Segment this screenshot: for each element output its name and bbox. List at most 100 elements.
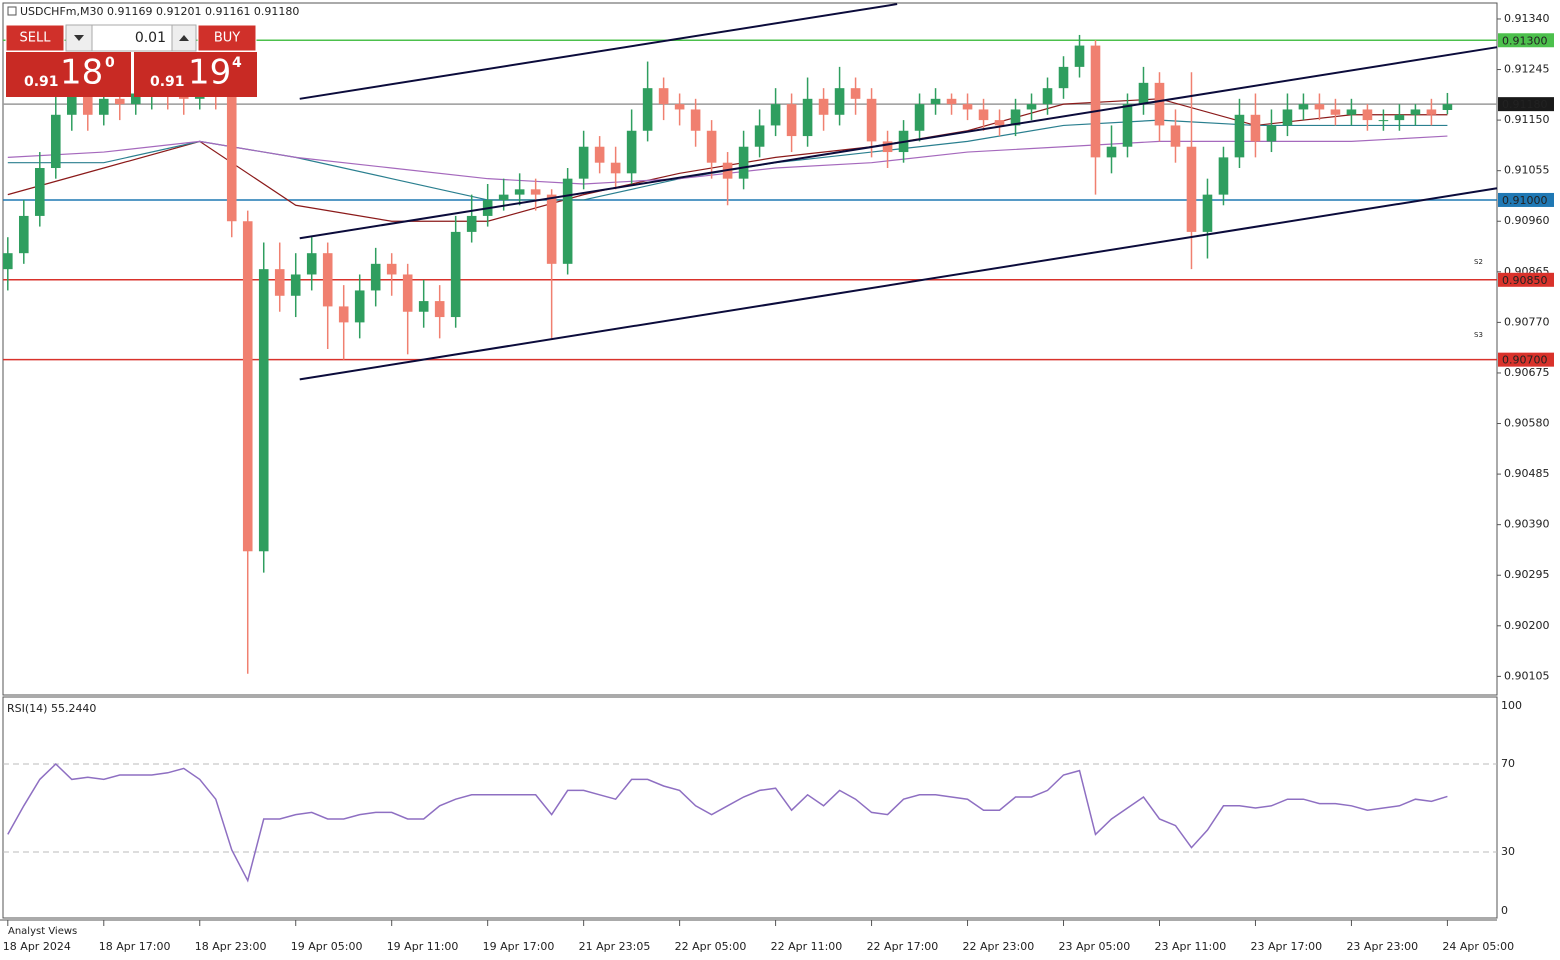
- candle-body: [1218, 157, 1229, 195]
- y-tick-label: 0.91245: [1504, 63, 1550, 76]
- arrow-down: [74, 35, 84, 41]
- y-tick-label: 0.90295: [1504, 568, 1550, 581]
- volume-value[interactable]: 0.01: [135, 30, 166, 46]
- candle-body: [1266, 125, 1277, 142]
- candle-body: [1202, 194, 1213, 232]
- rsi-tick-label: 30: [1501, 845, 1515, 858]
- candle-body: [594, 146, 605, 163]
- x-tick-label: 23 Apr 05:00: [1059, 940, 1131, 953]
- buy-label[interactable]: BUY: [214, 31, 240, 46]
- y-tick-label: 0.90675: [1504, 366, 1550, 379]
- x-tick-label: 19 Apr 17:00: [483, 940, 555, 953]
- main-frame: [2, 2, 1498, 696]
- candle-body: [978, 109, 989, 121]
- level-label: 0.90700: [1502, 354, 1548, 367]
- candle-body: [1346, 109, 1357, 115]
- ask-small[interactable]: 4: [232, 55, 242, 71]
- x-tick-label: 24 Apr 05:00: [1442, 940, 1514, 953]
- candle-body: [3, 253, 13, 270]
- candle-body: [1330, 109, 1341, 115]
- candle-body: [802, 98, 813, 137]
- candle-body: [1394, 114, 1405, 121]
- candle-body: [130, 93, 141, 105]
- candle-body: [1362, 109, 1373, 121]
- bid-big[interactable]: 18: [60, 53, 103, 93]
- candle-body: [322, 253, 333, 307]
- candle-body: [530, 189, 541, 195]
- candle-body: [930, 98, 941, 105]
- candle-body: [386, 263, 397, 275]
- candle-body: [578, 146, 589, 179]
- candle-body: [242, 221, 253, 552]
- y-tick-label: 0.90580: [1504, 417, 1550, 430]
- arrow-up: [179, 35, 189, 41]
- buy-button[interactable]: [197, 24, 257, 52]
- ask-prefix[interactable]: 0.91: [150, 74, 185, 90]
- volume-input[interactable]: [91, 24, 173, 52]
- trendline: [299, 3, 898, 100]
- candle-body: [962, 104, 973, 110]
- candle-body: [658, 88, 669, 105]
- candle-body: [690, 109, 701, 131]
- rsi-title: RSI(14) 55.2440: [7, 702, 96, 715]
- ask-box[interactable]: [134, 52, 257, 97]
- x-tick-label: 23 Apr 23:00: [1346, 940, 1418, 953]
- candle-body: [1154, 82, 1165, 126]
- candle-body: [882, 141, 893, 153]
- candle-body: [770, 104, 781, 126]
- candle-body: [1298, 104, 1309, 110]
- x-tick-label: 18 Apr 23:00: [195, 940, 267, 953]
- bid-box[interactable]: [6, 52, 131, 97]
- level-label-bg: [1498, 97, 1554, 112]
- candle-body: [946, 98, 957, 105]
- x-tick-label: 19 Apr 11:00: [387, 940, 459, 953]
- candle-body: [850, 88, 861, 99]
- level-label-bg: [1498, 272, 1554, 287]
- y-tick-label: 0.90105: [1504, 669, 1550, 682]
- candle-body: [786, 104, 797, 137]
- candle-body: [546, 194, 557, 264]
- candle-body: [706, 130, 717, 163]
- candle-body: [338, 306, 349, 323]
- candle-body: [818, 98, 829, 115]
- rsi-tick-label: 0: [1501, 904, 1508, 917]
- sell-button[interactable]: [5, 24, 65, 52]
- y-tick-label: 0.91340: [1504, 12, 1550, 25]
- candle-body: [18, 215, 29, 254]
- candle-body: [290, 274, 301, 296]
- candle-body: [1282, 109, 1293, 126]
- bid-prefix[interactable]: 0.91: [24, 74, 59, 90]
- candle-body: [514, 189, 525, 195]
- candle-body: [1234, 114, 1245, 158]
- candle-body: [402, 274, 413, 312]
- candle-body: [226, 93, 237, 222]
- level-label: 0.91180: [1502, 98, 1548, 111]
- candle-body: [1250, 114, 1261, 142]
- candle-body: [50, 114, 61, 169]
- ask-big[interactable]: 19: [188, 53, 231, 93]
- plot: 0.91340 0.91245 0.91150 0.91055 0.90960 0.908…: [3, 3, 1554, 953]
- x-tick-label: 22 Apr 17:00: [867, 940, 939, 953]
- candle-body: [626, 130, 637, 174]
- candle-body: [914, 104, 925, 131]
- candle-body: [1378, 120, 1389, 122]
- candle-body: [114, 98, 125, 105]
- rsi-tick-label: 70: [1501, 757, 1515, 770]
- trade-panel: SELL 0.01 BUY 0.91 18 0 0.91 19 4: [5, 24, 257, 97]
- y-tick-label: 0.91055: [1504, 164, 1550, 177]
- rsi-tick-label: 100: [1501, 699, 1522, 712]
- trendline: [299, 187, 1498, 381]
- candle-body: [754, 125, 765, 147]
- candle-body: [738, 146, 749, 179]
- chart-title: USDCHFm,M30 0.91169 0.91201 0.91161 0.91…: [20, 5, 299, 18]
- bid-small[interactable]: 0: [105, 55, 115, 71]
- level-label-bg: [1498, 33, 1554, 48]
- candle-body: [994, 120, 1005, 126]
- sell-label[interactable]: SELL: [20, 31, 52, 46]
- candle-body: [34, 168, 45, 216]
- level-label: 0.91000: [1502, 194, 1548, 207]
- candle-body: [354, 290, 365, 323]
- candle-body: [98, 98, 109, 115]
- x-tick-label: 19 Apr 05:00: [291, 940, 363, 953]
- candle-body: [418, 301, 429, 312]
